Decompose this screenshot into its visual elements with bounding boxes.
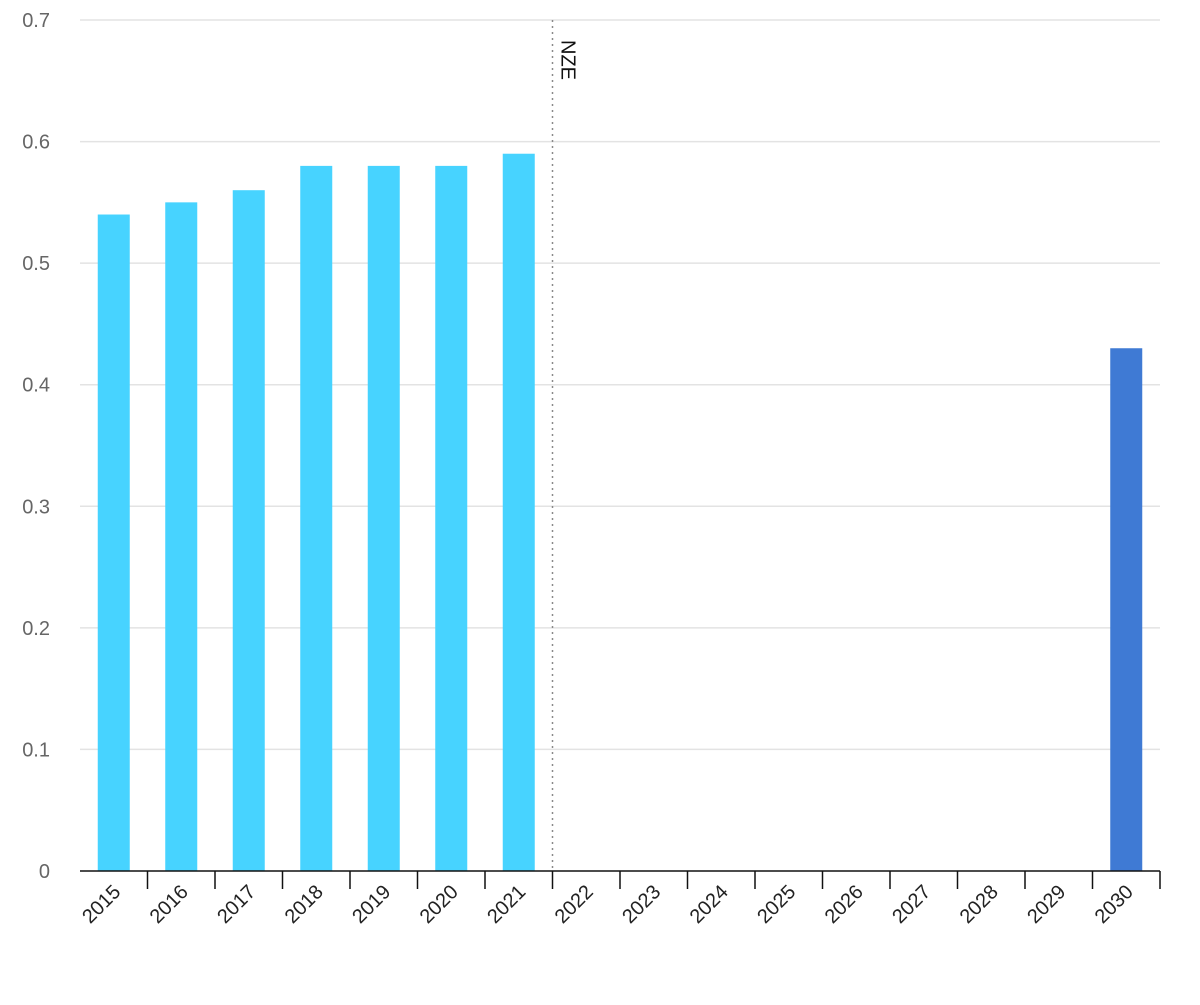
bar-2016 <box>165 202 198 871</box>
bars <box>97 153 1143 871</box>
bar-2017 <box>232 190 265 871</box>
y-tick-label: 0.1 <box>22 739 50 761</box>
bar-2015 <box>97 214 130 871</box>
y-axis-ticks: 0 0.1 0.2 0.3 0.4 0.5 0.6 0.7 <box>22 10 50 883</box>
bar-2020 <box>435 165 468 871</box>
x-tick-label: 2015 <box>78 881 125 928</box>
x-tick-label: 2023 <box>618 881 665 928</box>
nze-marker: NZE <box>551 20 579 871</box>
x-tick-label: 2024 <box>686 881 733 928</box>
bar-2019 <box>367 165 400 871</box>
x-tick-label: 2025 <box>753 881 800 928</box>
x-tick-label: 2026 <box>821 881 868 928</box>
y-tick-label: 0.2 <box>22 618 50 640</box>
x-tick-label: 2016 <box>146 881 193 928</box>
x-tick-label: 2021 <box>483 881 530 928</box>
nze-marker-label: NZE <box>557 40 579 80</box>
bar-2018 <box>300 165 333 871</box>
bar-2030 <box>1110 348 1143 871</box>
x-axis-ticks: 2015 2016 2017 2018 2019 2020 2021 2022 2023 2024… <box>78 881 1138 928</box>
x-tick-label: 2022 <box>551 881 598 928</box>
y-tick-label: 0.7 <box>22 10 50 32</box>
y-tick-label: 0 <box>39 861 50 883</box>
y-tick-label: 0.6 <box>22 132 50 154</box>
x-tick-label: 2029 <box>1023 881 1070 928</box>
x-tick-label: 2030 <box>1091 881 1138 928</box>
x-tick-label: 2028 <box>956 881 1003 928</box>
bar-2021 <box>502 153 535 871</box>
y-tick-label: 0.5 <box>22 253 50 275</box>
y-tick-label: 0.3 <box>22 496 50 518</box>
x-tick-label: 2018 <box>281 881 328 928</box>
y-tick-label: 0.4 <box>22 375 50 397</box>
x-tick-label: 2020 <box>416 881 463 928</box>
x-tick-label: 2017 <box>213 881 260 928</box>
x-axis <box>80 870 1161 889</box>
x-tick-label: 2019 <box>348 881 395 928</box>
x-tick-label: 2027 <box>888 881 935 928</box>
